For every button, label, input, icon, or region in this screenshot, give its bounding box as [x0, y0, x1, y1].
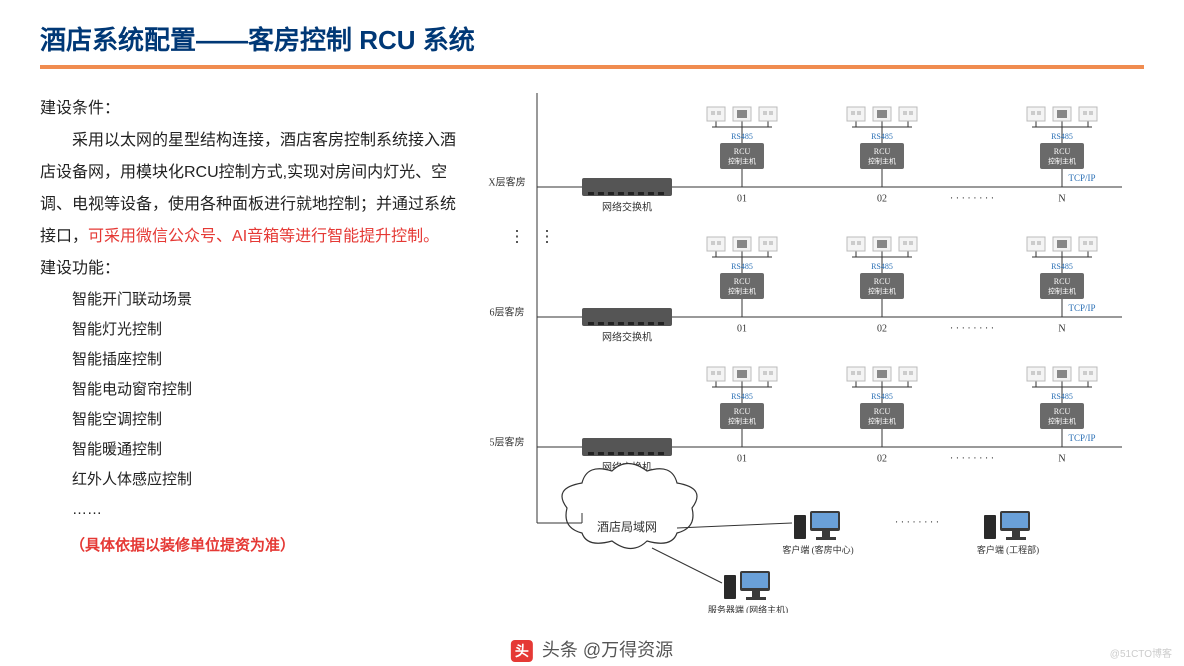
list-item: 智能暖通控制	[72, 435, 460, 465]
svg-text:01: 01	[737, 453, 747, 464]
para-highlight: 可采用微信公众号、AI音箱等进行智能提升控制。	[88, 228, 439, 245]
svg-text:控制主机: 控制主机	[1048, 157, 1076, 166]
svg-text:RS485: RS485	[731, 262, 753, 271]
list-item: 智能电动窗帘控制	[72, 375, 460, 405]
svg-text:02: 02	[877, 323, 887, 334]
text-content: 建设条件： 采用以太网的星型结构连接，酒店客房控制系统接入酒店设备网，用模块化R…	[40, 93, 460, 613]
svg-text:· · · · · · · ·: · · · · · · · ·	[895, 517, 939, 528]
svg-text:RS485: RS485	[871, 132, 893, 141]
paragraph-body: 采用以太网的星型结构连接，酒店客房控制系统接入酒店设备网，用模块化RCU控制方式…	[40, 125, 460, 253]
toutiao-icon: 头	[511, 640, 533, 662]
svg-text:RCU: RCU	[1054, 277, 1071, 286]
svg-text:RCU: RCU	[1054, 147, 1071, 156]
list-item: 智能空调控制	[72, 405, 460, 435]
list-item: 智能开门联动场景	[72, 285, 460, 315]
list-item: 智能插座控制	[72, 345, 460, 375]
svg-text:RS485: RS485	[871, 392, 893, 401]
svg-text:控制主机: 控制主机	[1048, 417, 1076, 426]
svg-text:X层客房: X层客房	[488, 175, 525, 188]
svg-text:· · · · · · · ·: · · · · · · · ·	[950, 323, 994, 334]
svg-text:网络交换机: 网络交换机	[602, 200, 652, 213]
network-diagram: X层客房网络交换机TCP/IPRCU控制主机01RS485RCU控制主机02RS…	[480, 93, 1144, 613]
watermark: @51CTO博客	[1110, 645, 1172, 660]
svg-text:RCU: RCU	[874, 277, 891, 286]
svg-text:客户端 (工程部): 客户端 (工程部)	[977, 544, 1039, 555]
svg-text:RS485: RS485	[731, 392, 753, 401]
svg-text:6层客房: 6层客房	[490, 305, 525, 318]
svg-text:RS485: RS485	[1051, 262, 1073, 271]
svg-text:TCP/IP: TCP/IP	[1068, 433, 1095, 443]
svg-text:02: 02	[877, 193, 887, 204]
svg-text:RCU: RCU	[734, 147, 751, 156]
svg-text:控制主机: 控制主机	[728, 417, 756, 426]
svg-text:N: N	[1058, 453, 1065, 464]
footer-text: 头条 @万得资源	[542, 640, 673, 660]
svg-text:RS485: RS485	[1051, 132, 1073, 141]
svg-text:5层客房: 5层客房	[490, 435, 525, 448]
svg-text:· · · · · · · ·: · · · · · · · ·	[950, 193, 994, 204]
svg-text:客户端 (客房中心): 客户端 (客房中心)	[782, 544, 853, 555]
footer-attribution: 头 头条 @万得资源	[511, 636, 673, 662]
svg-text:控制主机: 控制主机	[728, 157, 756, 166]
svg-text:TCP/IP: TCP/IP	[1068, 173, 1095, 183]
svg-text:酒店局域网: 酒店局域网	[597, 520, 657, 534]
svg-text:TCP/IP: TCP/IP	[1068, 303, 1095, 313]
svg-text:控制主机: 控制主机	[1048, 287, 1076, 296]
svg-text:· · · · · · · ·: · · · · · · · ·	[950, 453, 994, 464]
svg-text:RS485: RS485	[731, 132, 753, 141]
svg-text:01: 01	[737, 193, 747, 204]
page-title: 酒店系统配置——客房控制 RCU 系统	[40, 20, 1144, 57]
svg-text:RCU: RCU	[874, 147, 891, 156]
svg-text:⋮: ⋮	[509, 229, 525, 246]
svg-text:RCU: RCU	[874, 407, 891, 416]
note-text: （具体依据以装修单位提资为准）	[70, 531, 460, 561]
svg-text:服务器端 (网络主机): 服务器端 (网络主机)	[708, 604, 788, 613]
heading-functions: 建设功能：	[40, 253, 460, 285]
svg-text:⋮: ⋮	[539, 229, 555, 246]
svg-text:网络交换机: 网络交换机	[602, 330, 652, 343]
svg-text:控制主机: 控制主机	[868, 157, 896, 166]
divider	[40, 65, 1144, 69]
svg-text:RCU: RCU	[734, 277, 751, 286]
svg-text:RS485: RS485	[871, 262, 893, 271]
svg-text:02: 02	[877, 453, 887, 464]
svg-text:N: N	[1058, 323, 1065, 334]
heading-conditions: 建设条件：	[40, 93, 460, 125]
svg-text:RCU: RCU	[734, 407, 751, 416]
function-list: 智能开门联动场景智能灯光控制智能插座控制智能电动窗帘控制智能空调控制智能暖通控制…	[72, 285, 460, 525]
list-item: 智能灯光控制	[72, 315, 460, 345]
svg-text:RCU: RCU	[1054, 407, 1071, 416]
svg-text:控制主机: 控制主机	[868, 287, 896, 296]
svg-text:01: 01	[737, 323, 747, 334]
svg-text:RS485: RS485	[1051, 392, 1073, 401]
svg-text:控制主机: 控制主机	[728, 287, 756, 296]
list-item: 红外人体感应控制	[72, 465, 460, 495]
svg-text:N: N	[1058, 193, 1065, 204]
list-item: ……	[72, 495, 460, 525]
svg-text:控制主机: 控制主机	[868, 417, 896, 426]
